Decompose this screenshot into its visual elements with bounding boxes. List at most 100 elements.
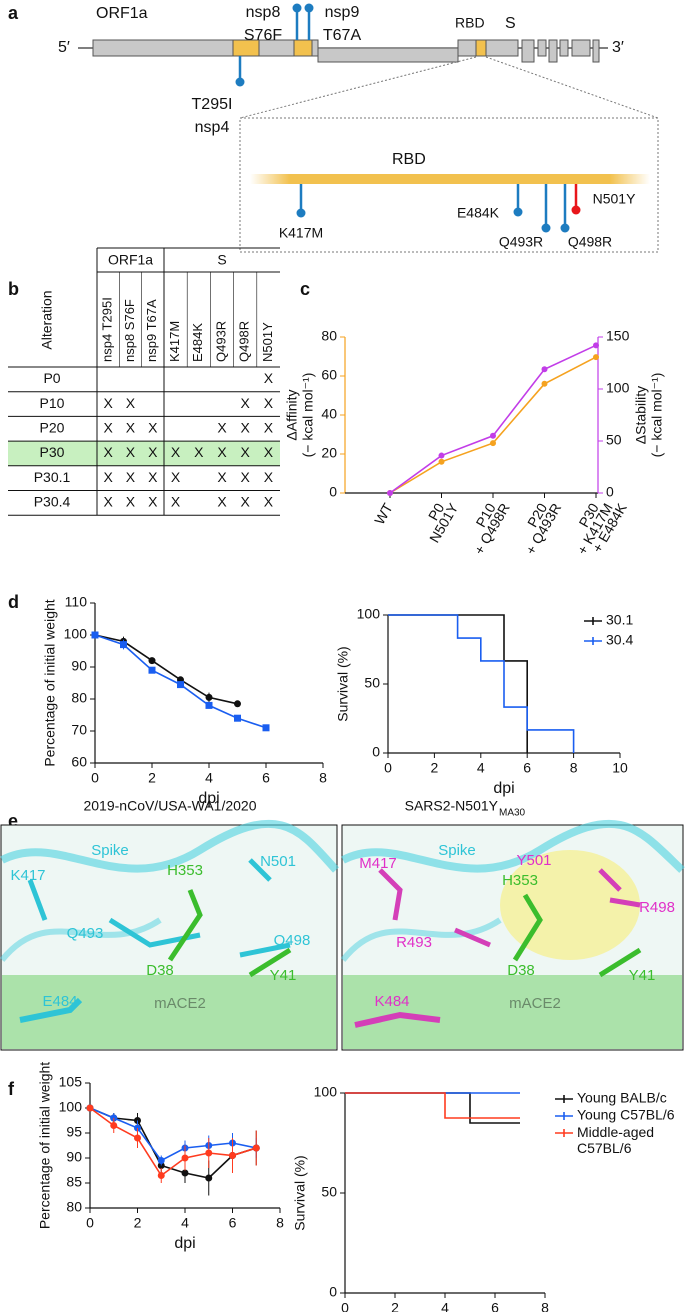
y-tick-label: 60 — [71, 754, 87, 770]
y-tick-label: 90 — [71, 658, 87, 674]
panel-label: f — [8, 1079, 15, 1099]
mutation-head — [571, 205, 581, 215]
gene-box — [537, 39, 547, 57]
residue-label: K484 — [374, 993, 409, 1010]
cell: X — [126, 395, 136, 411]
y2-tick-label: 0 — [606, 484, 614, 500]
mutation-head — [513, 207, 523, 217]
marker — [205, 701, 213, 709]
panel-label: d — [8, 592, 19, 612]
residue-label: Y41 — [629, 967, 656, 984]
marker — [134, 1134, 141, 1142]
x-tick-label: 4 — [441, 1300, 449, 1312]
nsp4-region — [232, 39, 260, 57]
x-tick-label: 0 — [91, 770, 99, 786]
marker — [205, 1149, 213, 1157]
structure-title-sub: MA30 — [499, 808, 526, 819]
zoom-line — [485, 56, 659, 119]
marker — [234, 700, 241, 708]
residue-sticks — [354, 1011, 441, 1028]
marker — [490, 432, 496, 439]
rbd-mutation: Q498R — [568, 234, 612, 250]
axis-label: dpi — [493, 780, 514, 797]
residue-label: mACE2 — [154, 995, 206, 1012]
x-tick-label: 8 — [570, 760, 578, 776]
cell: X — [217, 494, 227, 510]
orf1b-box — [317, 47, 459, 63]
y2-tick-label: 50 — [606, 432, 622, 448]
ace2-helices — [343, 975, 682, 1049]
column-header: Q498R — [237, 321, 252, 362]
residue-label: M417 — [359, 855, 397, 872]
residue-label: E484 — [42, 993, 77, 1010]
structure-panels: 2019-nCoV/USA-WA1/2020 SARS2-N501Y MA30 — [0, 798, 685, 1051]
row-label: P10 — [40, 395, 65, 411]
residue-label: D38 — [507, 962, 535, 979]
residue-label: Y501 — [516, 852, 551, 869]
cell: X — [171, 444, 181, 460]
y-tick-label: 95 — [66, 1124, 82, 1140]
y-tick-label: 20 — [321, 445, 337, 461]
axis-label: dpi — [198, 790, 219, 807]
y-tick-label: 100 — [59, 1099, 83, 1115]
mutation-head — [304, 3, 314, 13]
y-tick-label: 50 — [364, 675, 380, 691]
column-header: nsp8 S76F — [122, 299, 137, 362]
gene-box — [592, 39, 600, 63]
x-tick-label: 0 — [341, 1300, 349, 1312]
cell: X — [171, 494, 181, 510]
x-tick-label: 4 — [477, 760, 485, 776]
mutation-change: T295I — [192, 96, 233, 113]
marker — [205, 693, 213, 701]
axis-label: (− kcal mol⁻¹) — [649, 373, 665, 458]
cell: X — [148, 494, 158, 510]
gene-label: RBD — [455, 15, 485, 31]
x-tick-label: P0 — [425, 500, 448, 523]
gene-box — [521, 39, 535, 63]
y-tick-label: 0 — [329, 484, 337, 500]
series-line — [94, 634, 238, 705]
legend-label: 30.4 — [606, 632, 633, 648]
y-tick-label: 0 — [329, 1284, 337, 1300]
marker — [387, 490, 393, 496]
x-tick-label: 4 — [181, 1215, 189, 1231]
mutation-head — [541, 223, 551, 233]
axis-label: Survival (%) — [292, 1155, 308, 1230]
y-tick-label: 100 — [64, 626, 88, 642]
rbd-bar — [250, 174, 650, 184]
group-header: S — [217, 252, 226, 268]
mutation-head — [296, 208, 306, 218]
cell: X — [148, 469, 158, 485]
axis-label: Percentage of initial weight — [37, 1062, 53, 1229]
rbd-mutation: E484K — [457, 205, 500, 221]
y-tick-label: 70 — [71, 722, 87, 738]
y-tick-label: 0 — [372, 744, 380, 760]
mutation-protein: nsp4 — [195, 119, 230, 136]
residue-label: H353 — [502, 872, 538, 889]
x-tick-label: 6 — [229, 1215, 237, 1231]
highlight-row — [8, 441, 280, 466]
s-box — [457, 39, 519, 57]
cell: X — [171, 469, 181, 485]
y-tick-label: 110 — [65, 594, 88, 610]
marker — [490, 440, 496, 447]
cell: X — [103, 395, 113, 411]
x-tick-label: 2 — [431, 760, 439, 776]
marker — [593, 342, 599, 349]
residue-sticks — [19, 997, 83, 1023]
marker — [86, 1104, 94, 1112]
legend-label: Young C57BL/6 — [577, 1107, 675, 1123]
cell: X — [264, 444, 274, 460]
residue-label: Q498 — [274, 932, 311, 949]
panel-label: c — [300, 279, 310, 299]
y-tick-label: 105 — [59, 1074, 83, 1090]
x-tick-label: 8 — [276, 1215, 284, 1231]
zoom-box — [239, 117, 659, 253]
axis-label: ΔStability — [633, 386, 649, 444]
marker — [593, 354, 599, 361]
row-label: P20 — [40, 419, 65, 435]
zoom-title: RBD — [392, 151, 426, 168]
zoom-line — [239, 56, 477, 119]
cell: X — [264, 370, 274, 386]
